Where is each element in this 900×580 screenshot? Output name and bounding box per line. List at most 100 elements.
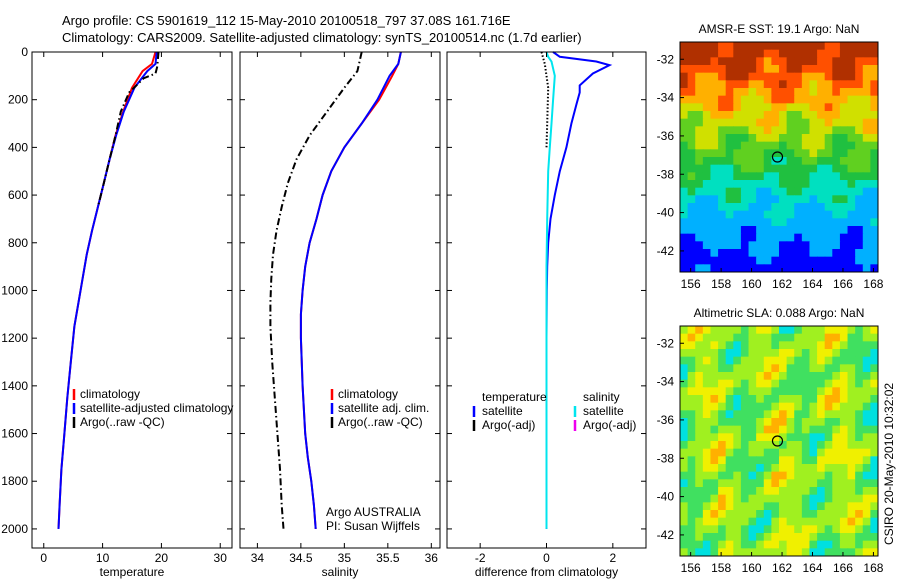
map-cell [756,88,765,97]
x-tick-label: 34 [251,551,265,565]
y-tick-label: 400 [8,140,28,154]
map-cell [733,80,742,89]
map-cell [847,464,856,473]
map-cell [748,80,757,89]
map-cell [725,126,734,135]
map-cell [763,456,772,465]
map-cell [779,456,788,465]
x-tick-label: 34.5 [289,551,313,565]
map-cell [763,471,772,480]
map-cell [786,172,795,181]
map-cell [779,479,788,488]
map-cell [832,157,841,166]
map-cell [779,218,788,227]
map-cell [847,479,856,488]
map-cell [832,479,841,488]
map-x-tick-label: 160 [742,561,762,575]
map-cell [779,95,788,104]
map-cell [702,540,712,549]
map-cell [786,448,795,457]
map-cell [786,111,795,120]
map-cell [725,349,734,358]
map-cell [733,134,742,143]
map-cell [824,540,833,549]
map-cell [680,195,689,204]
map-cell [680,479,689,488]
map-cell [740,157,750,166]
map-cell [847,364,856,373]
map-cell [824,72,833,81]
map-cell [855,65,864,74]
map-cell [817,479,826,488]
map-cell [702,425,712,434]
map-cell [847,517,856,526]
map-cell [801,333,811,342]
map-cell [779,448,788,457]
map-cell [763,164,772,173]
map-cell [817,218,826,227]
map-cell [718,349,727,358]
map-cell [680,464,689,473]
map-cell [718,233,727,242]
map-cell [832,88,841,97]
map-cell [756,172,765,181]
map-cell [733,65,742,74]
map-cell [862,464,871,473]
map-cell [839,164,849,173]
map-cell [702,218,712,227]
map-cell [733,210,742,219]
map-cell [839,372,849,381]
map-cell [733,479,742,488]
map-cell [733,341,742,350]
map-cell [718,471,727,480]
map-cell [817,249,826,258]
map-cell [794,80,803,89]
map-cell [832,364,841,373]
map-cell [839,333,849,342]
map-cell [855,218,864,227]
map-cell [680,226,689,235]
map-cell [733,349,742,358]
map-cell [817,418,826,427]
map-cell [756,180,765,189]
map-cell [687,57,696,66]
map-cell [824,510,833,519]
map-cell [740,410,750,419]
map-cell [817,264,826,272]
series-line-1 [545,51,613,529]
map-cell [847,402,856,411]
map-cell [718,418,727,427]
map-cell [680,425,689,434]
map-cell [794,134,803,143]
map-cell [695,494,704,503]
map-cell [756,395,765,404]
x-tick-label: 35.5 [376,551,400,565]
map-cell [702,172,712,181]
map-cell [695,210,704,219]
map-cell [779,441,788,450]
map-cell [771,548,780,556]
map-cell [817,95,826,104]
map-y-tick-label: -36 [657,129,675,143]
map-cell [771,180,780,189]
map-cell [809,264,818,272]
map-cell [794,479,803,488]
map-cell [824,479,833,488]
map-cell [718,226,727,235]
map-cell [763,65,772,74]
map-cell [779,517,788,526]
map-cell [680,164,689,173]
map-cell [862,210,871,219]
map-cell [794,264,803,272]
map-cell [855,372,864,381]
map-cell [710,487,719,496]
map-cell [740,149,750,158]
map-cell [855,42,864,51]
map-cell [748,149,757,158]
map-cell [779,264,788,272]
map-cell [702,80,712,89]
map-cell [725,425,734,434]
map-cell [718,141,727,150]
map-cell [862,57,871,66]
map-cell [809,65,818,74]
